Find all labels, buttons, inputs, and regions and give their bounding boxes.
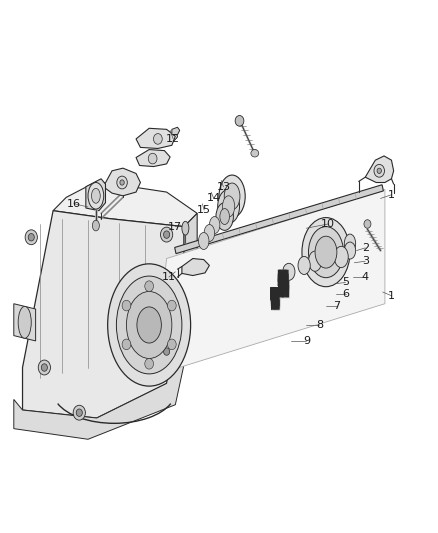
Text: 3: 3 [362,256,369,266]
Text: 1: 1 [388,290,395,301]
Ellipse shape [204,224,215,241]
Text: 13: 13 [216,182,230,192]
Circle shape [122,339,131,350]
Ellipse shape [283,263,295,280]
Ellipse shape [298,256,310,274]
Ellipse shape [218,189,240,223]
Circle shape [163,231,170,238]
Ellipse shape [137,307,161,343]
Ellipse shape [344,234,356,253]
Ellipse shape [117,276,182,374]
Circle shape [153,134,162,144]
Polygon shape [22,211,184,418]
Circle shape [364,220,371,228]
Circle shape [38,360,50,375]
Polygon shape [86,179,106,211]
Ellipse shape [198,232,209,249]
Circle shape [25,230,37,245]
Text: 9: 9 [303,336,310,346]
Circle shape [41,364,47,371]
Polygon shape [184,213,197,288]
Polygon shape [103,168,141,196]
Ellipse shape [216,203,233,230]
Polygon shape [175,185,383,254]
Ellipse shape [92,220,99,231]
Circle shape [163,348,170,356]
Polygon shape [53,181,197,227]
Ellipse shape [182,221,189,235]
Circle shape [145,281,153,292]
Ellipse shape [308,227,343,278]
Ellipse shape [344,242,356,259]
Polygon shape [182,259,209,276]
Text: 8: 8 [316,320,323,330]
Text: 5: 5 [342,278,349,287]
Circle shape [28,233,34,241]
Text: 12: 12 [166,134,180,144]
Circle shape [160,344,173,359]
Circle shape [117,176,127,189]
Ellipse shape [127,292,172,359]
Circle shape [160,227,173,242]
Text: 7: 7 [333,301,340,311]
Circle shape [148,154,157,164]
Polygon shape [14,277,197,439]
Polygon shape [153,189,385,375]
Circle shape [73,405,85,420]
Ellipse shape [209,216,220,233]
Text: 6: 6 [342,289,349,299]
Ellipse shape [315,236,337,268]
Ellipse shape [308,251,321,271]
Polygon shape [136,150,170,166]
Circle shape [235,116,244,126]
Polygon shape [14,304,35,341]
Text: 2: 2 [362,243,369,253]
Circle shape [145,359,153,369]
Ellipse shape [223,196,235,217]
Ellipse shape [219,175,245,217]
Ellipse shape [108,264,191,386]
Circle shape [374,165,385,177]
Polygon shape [136,128,175,149]
Ellipse shape [302,217,350,287]
Ellipse shape [251,150,259,157]
Ellipse shape [220,208,230,224]
Circle shape [122,300,131,311]
Ellipse shape [18,306,31,338]
Ellipse shape [92,188,100,203]
Circle shape [76,409,82,416]
Text: 17: 17 [168,222,182,232]
Polygon shape [172,127,180,135]
Text: 15: 15 [197,205,211,215]
Ellipse shape [334,246,348,268]
Text: 4: 4 [362,272,369,282]
Circle shape [167,339,176,350]
Text: 1: 1 [388,190,395,200]
Circle shape [120,180,124,185]
Polygon shape [365,156,394,182]
Text: 11: 11 [162,272,176,282]
Circle shape [377,168,381,173]
Ellipse shape [88,182,104,209]
Text: 14: 14 [207,193,221,204]
Text: 16: 16 [67,199,81,209]
Ellipse shape [224,183,240,209]
Circle shape [167,300,176,311]
Text: 10: 10 [321,219,335,229]
